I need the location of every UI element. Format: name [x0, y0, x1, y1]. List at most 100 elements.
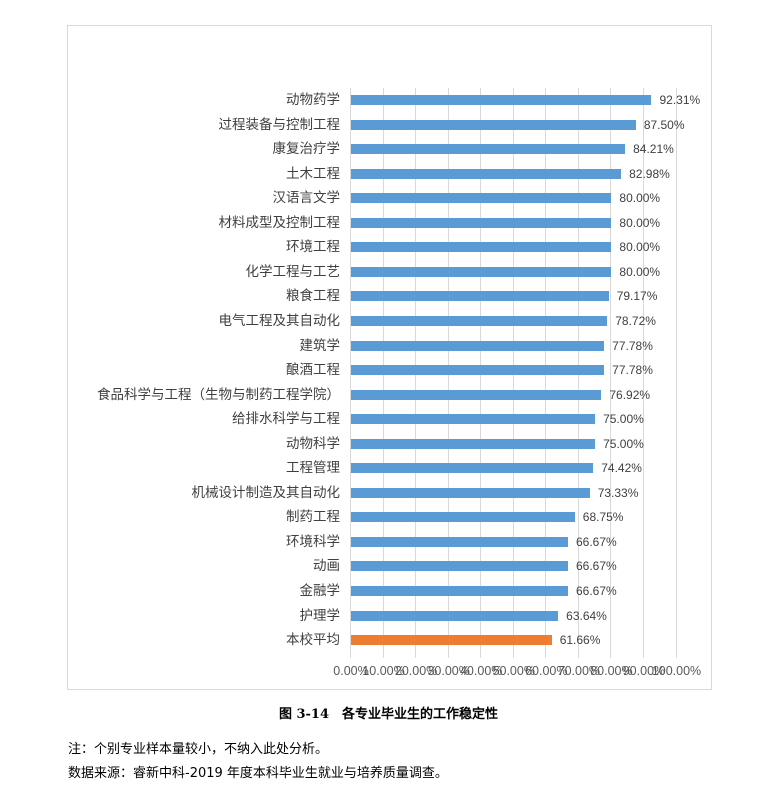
value-label: 77.78% [612, 338, 653, 353]
bar-row: 本校平均 61.66% [0, 628, 777, 653]
major-bar [351, 193, 612, 204]
bar-row: 汉语言文学 80.00% [0, 186, 777, 211]
value-label: 66.67% [576, 534, 617, 549]
value-label: 84.21% [633, 142, 674, 157]
major-bar [351, 365, 605, 376]
bar-row: 护理学 63.64% [0, 604, 777, 629]
x-tick-label: 20.00% [394, 664, 438, 678]
value-label: 77.78% [612, 363, 653, 378]
value-label: 66.67% [576, 584, 617, 598]
bar-row: 机械设计制造及其自动化 73.33% [0, 481, 777, 506]
major-bar [351, 389, 602, 400]
average-bar [351, 635, 552, 646]
category-label: 动画 [313, 558, 340, 575]
gridline [350, 88, 351, 658]
category-label: 康复治疗学 [272, 141, 341, 158]
category-label: 汉语言文学 [272, 190, 341, 207]
figure-caption: 图 3-14 各专业毕业生的工作稳定性 [278, 707, 499, 722]
category-label: 环境科学 [286, 533, 340, 550]
category-label: 制药工程 [286, 509, 340, 526]
bar-row: 食品科学与工程（生物与制药工程学院） 76.92% [0, 383, 777, 408]
bar-row: 给排水科学与工程 75.00% [0, 407, 777, 432]
category-label: 金融学 [299, 583, 341, 599]
category-label: 过程装备与控制工程 [218, 116, 341, 133]
bar-row: 土木工程 82.98% [0, 162, 777, 187]
gridline [675, 88, 677, 658]
value-label: 80.00% [619, 215, 661, 230]
x-tick-label: 70.00% [557, 664, 601, 678]
major-bar [351, 414, 596, 425]
value-label: 87.50% [643, 117, 685, 132]
major-bar [351, 266, 612, 277]
value-label: 92.31% [659, 93, 701, 107]
bar-row: 动画 66.67% [0, 554, 777, 579]
bar-chart: 0.00% 10.00% 20.00% 30.00% 40.00% 50.00% 60.00… [0, 88, 777, 678]
major-bar [351, 119, 636, 130]
x-tick-label: 100.00% [651, 664, 702, 678]
bar-row: 酿酒工程 77.78% [0, 358, 777, 383]
value-label: 61.66% [559, 633, 601, 648]
value-label: 74.42% [601, 461, 642, 476]
major-bar [351, 217, 612, 228]
major-bar [351, 95, 652, 105]
bar-row: 建筑学 77.78% [0, 334, 777, 359]
x-tick-label: 30.00% [427, 664, 470, 678]
category-label: 动物药学 [286, 92, 340, 108]
bar-row: 环境工程 80.00% [0, 235, 777, 260]
category-label: 机械设计制造及其自动化 [191, 484, 341, 501]
major-bar [351, 144, 626, 155]
x-tick-label: 10.00% [362, 664, 405, 678]
major-bar [351, 561, 568, 572]
bar-row: 材料成型及控制工程 80.00% [0, 211, 777, 236]
value-label: 63.64% [566, 608, 607, 623]
bar-row: 过程装备与控制工程 87.50% [0, 113, 777, 138]
value-label: 68.75% [582, 510, 624, 525]
value-label: 66.67% [576, 559, 617, 574]
major-bar [351, 586, 568, 596]
x-tick-label: 0.00% [333, 664, 369, 678]
bar-row: 电气工程及其自动化 78.72% [0, 309, 777, 334]
x-tick-label: 90.00% [622, 664, 666, 678]
value-label: 80.00% [619, 264, 661, 279]
major-bar [351, 340, 605, 351]
major-bar [351, 291, 609, 302]
bar-row: 工程管理 74.42% [0, 456, 777, 481]
value-label: 82.98% [629, 166, 670, 181]
major-bar [351, 610, 559, 621]
x-tick-label: 80.00% [590, 664, 633, 678]
category-label: 本校平均 [286, 632, 340, 649]
major-bar [351, 168, 622, 179]
gridline [642, 88, 644, 658]
category-label: 土木工程 [286, 165, 340, 182]
category-label: 建筑学 [299, 337, 341, 354]
note-sample-size: 注：个别专业样本量较小，不纳入此处分析。 [68, 742, 329, 757]
x-tick-label: 50.00% [492, 664, 535, 678]
x-tick-label: 60.00% [525, 664, 568, 678]
major-bar [351, 463, 594, 474]
category-label: 电气工程及其自动化 [218, 312, 341, 329]
category-label: 动物科学 [286, 435, 340, 452]
category-label: 酿酒工程 [286, 362, 340, 379]
value-label: 78.72% [615, 313, 656, 328]
category-label: 食品科学与工程（生物与制药工程学院） [97, 386, 340, 403]
category-label: 粮食工程 [286, 288, 340, 305]
major-bar [351, 242, 612, 253]
major-bar [351, 438, 596, 449]
value-label: 80.00% [619, 240, 661, 255]
major-bar [351, 315, 608, 326]
gridline [610, 88, 612, 658]
value-label: 76.92% [609, 387, 651, 402]
bar-row: 动物药学 92.31% [0, 88, 777, 113]
bar-row: 粮食工程 79.17% [0, 284, 777, 309]
chart-frame [67, 25, 712, 690]
major-bar [351, 512, 575, 523]
value-label: 75.00% [603, 412, 644, 427]
category-label: 护理学 [299, 607, 341, 624]
bar-row: 化学工程与工艺 80.00% [0, 260, 777, 285]
category-label: 环境工程 [286, 239, 340, 256]
bar-row: 制药工程 68.75% [0, 505, 777, 530]
major-bar [351, 487, 590, 498]
major-bar [351, 536, 568, 547]
bar-row: 金融学 66.67% [0, 579, 777, 604]
x-tick-label: 40.00% [459, 664, 503, 678]
